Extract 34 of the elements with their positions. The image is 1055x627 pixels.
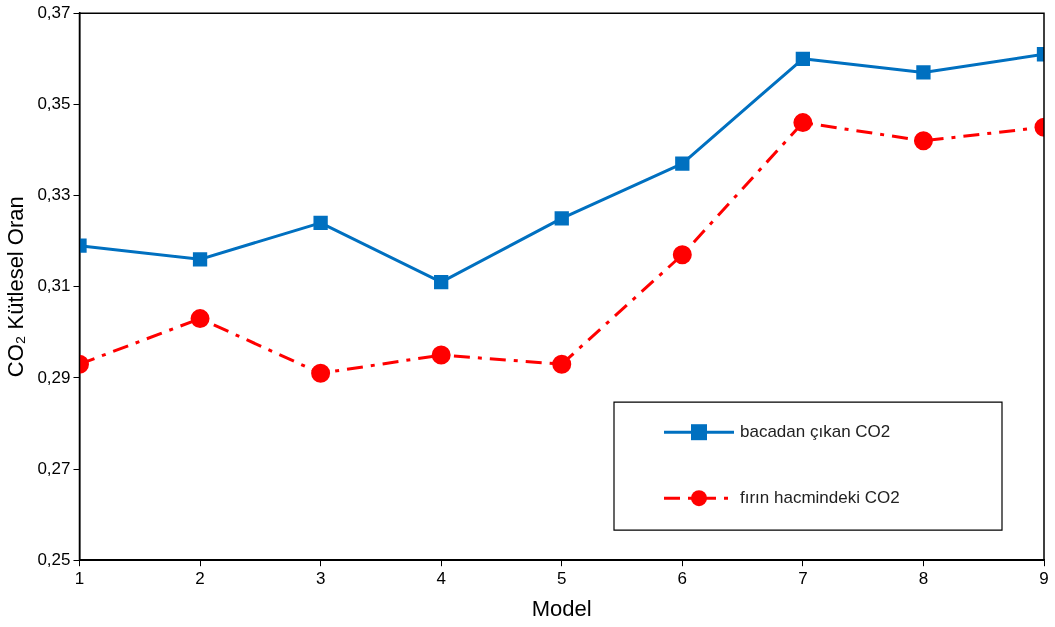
point <box>795 51 811 66</box>
x-tick-label: 3 <box>315 569 326 589</box>
x-axis-title: Model <box>531 595 592 621</box>
point <box>916 65 931 80</box>
x-tick-label: 6 <box>677 569 688 589</box>
point <box>913 131 933 151</box>
point <box>311 363 331 383</box>
y-tick-label: 0,35 <box>37 94 71 114</box>
x-tick-label: 2 <box>195 569 205 589</box>
y-axis-title: CO₂ Kütlesel Oran <box>3 196 29 378</box>
point <box>552 354 572 374</box>
point <box>313 215 328 231</box>
x-tick-label: 5 <box>557 569 567 589</box>
y-tick-label: 0,37 <box>37 2 71 22</box>
point <box>554 211 569 226</box>
point <box>192 252 208 267</box>
point <box>672 245 692 265</box>
point <box>434 274 449 290</box>
x-tick-label: 8 <box>918 569 929 589</box>
y-tick-label: 0,25 <box>37 549 71 569</box>
y-tick-label: 0,27 <box>37 458 71 478</box>
x-tick-label: 7 <box>798 569 808 589</box>
x-tick-label: 9 <box>1039 569 1049 589</box>
y-tick-label: 0,33 <box>37 185 71 205</box>
x-tick-label: 1 <box>74 569 85 589</box>
point <box>675 156 690 171</box>
legend-label: fırın hacmindeki CO2 <box>740 487 900 507</box>
y-tick-label: 0,29 <box>37 367 71 387</box>
point <box>190 309 210 329</box>
y-tick-label: 0,31 <box>37 276 71 296</box>
point <box>431 345 451 365</box>
legend-label: bacadan çıkan CO2 <box>740 421 891 441</box>
x-tick-label: 4 <box>436 569 446 589</box>
point <box>793 113 813 133</box>
